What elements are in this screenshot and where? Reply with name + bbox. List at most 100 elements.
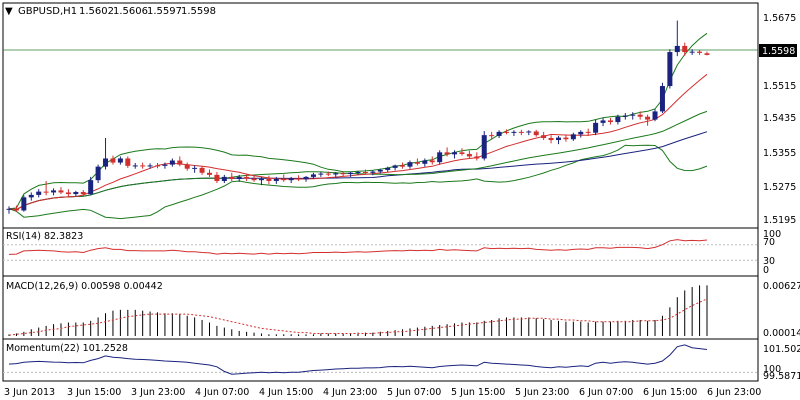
candle-body [348,172,354,175]
candle-body [481,135,487,159]
macd-signal-line [8,298,708,336]
momentum-bottom-label: 99.5871 [763,371,800,382]
candle-body [414,162,420,164]
candle-body [630,114,636,116]
candle-body [155,165,161,167]
candle-body [110,158,116,163]
time-tick: 6 Jun 23:00 [707,387,761,398]
candle-body [147,165,153,167]
price-tick: 1.5355 [763,148,796,159]
rsi-title: RSI(14) 82.3823 [6,231,83,242]
candle-body [43,191,49,193]
candle-body [652,111,658,120]
time-axis: 3 Jun 2013 3 Jun 15:00 3 Jun 23:00 4 Jun… [4,387,761,398]
candle-body [474,156,480,159]
time-tick: 5 Jun 23:00 [515,387,569,398]
candle-body [541,135,547,139]
macd-panel[interactable] [2,275,759,340]
candle-body [221,176,227,181]
candle-body [548,138,554,141]
dropdown-arrow-icon[interactable]: ▼ [5,6,13,17]
candle-body [140,165,146,167]
candle-body [429,160,435,163]
candle-body [689,51,695,53]
candle-body [533,131,539,136]
momentum-series-group [3,344,758,375]
momentum-line [8,344,708,375]
current-price-marker [759,44,797,57]
price-tick: 1.5195 [763,215,796,226]
time-tick: 5 Jun 07:00 [387,387,441,398]
close-value: 1.5598 [181,6,216,17]
candle-body [355,171,361,173]
rsi-panel[interactable] [2,227,759,277]
candle-body [400,165,406,167]
candle-body [125,158,131,166]
price-tick: 1.5675 [763,13,796,24]
candle-body [117,158,123,163]
time-tick: 4 Jun 15:00 [259,387,313,398]
candle-body [459,152,465,154]
candle-body [704,53,710,55]
price-tick: 1.5515 [763,81,796,92]
candle-body [444,152,450,155]
candle-body [392,165,398,168]
candle-body [310,174,316,177]
candle-body [58,190,64,193]
candle-body [73,192,79,195]
candle-body [325,173,331,175]
momentum-top-label: 101.5027 [763,344,800,355]
candle-body [452,152,458,155]
candle-body [674,45,680,53]
candle-body [333,173,339,175]
candle-body [169,160,175,165]
momentum-panel[interactable] [2,338,759,382]
price-panel[interactable] [2,2,759,229]
candle-body [570,134,576,140]
candle-body [162,164,168,166]
candle-body [199,167,205,173]
candle-body [281,178,287,181]
candle-body [258,178,264,181]
candle-body [340,173,346,175]
candle-body [697,51,703,53]
candle-body [6,208,12,210]
time-tick: 3 Jun 15:00 [67,387,121,398]
candle-body [600,120,606,123]
candle-body [303,176,309,180]
candle-body [362,171,368,173]
candle-body [645,116,651,120]
candle-body [437,152,443,163]
candle-body [466,153,472,157]
candle-body [407,162,413,167]
candle-body [496,131,502,136]
candle-body [563,137,569,140]
time-tick: 3 Jun 23:00 [131,387,185,398]
candle-body [318,173,324,175]
price-axis: 1.5675 1.5515 1.5435 1.5355 1.5275 1.519… [759,13,797,226]
candle-body [266,178,272,181]
rsi-level-label: 0 [763,265,769,276]
rsi-level-label: 30 [763,256,775,267]
candle-body [377,169,383,172]
candle-body [585,131,591,133]
rsi-series-group [3,239,758,261]
candle-body [28,194,34,198]
candle-body [288,178,294,181]
open-value: 1.5602 [79,6,114,17]
symbol-label: GBPUSD,H1 [18,6,77,17]
candle-body [251,178,257,181]
candle-body [578,131,584,135]
candle-body [622,115,628,117]
candle-body [236,176,242,179]
time-tick: 3 Jun 2013 [4,387,55,398]
candle-body [370,171,376,173]
candle-body [244,176,250,179]
candle-body [555,137,561,141]
rsi-level-label: 70 [763,237,775,248]
price-tick: 1.5435 [763,113,796,124]
candle-body [518,131,524,133]
momentum-title: Momentum(22) 101.2528 [6,343,128,354]
time-tick: 6 Jun 15:00 [643,387,697,398]
